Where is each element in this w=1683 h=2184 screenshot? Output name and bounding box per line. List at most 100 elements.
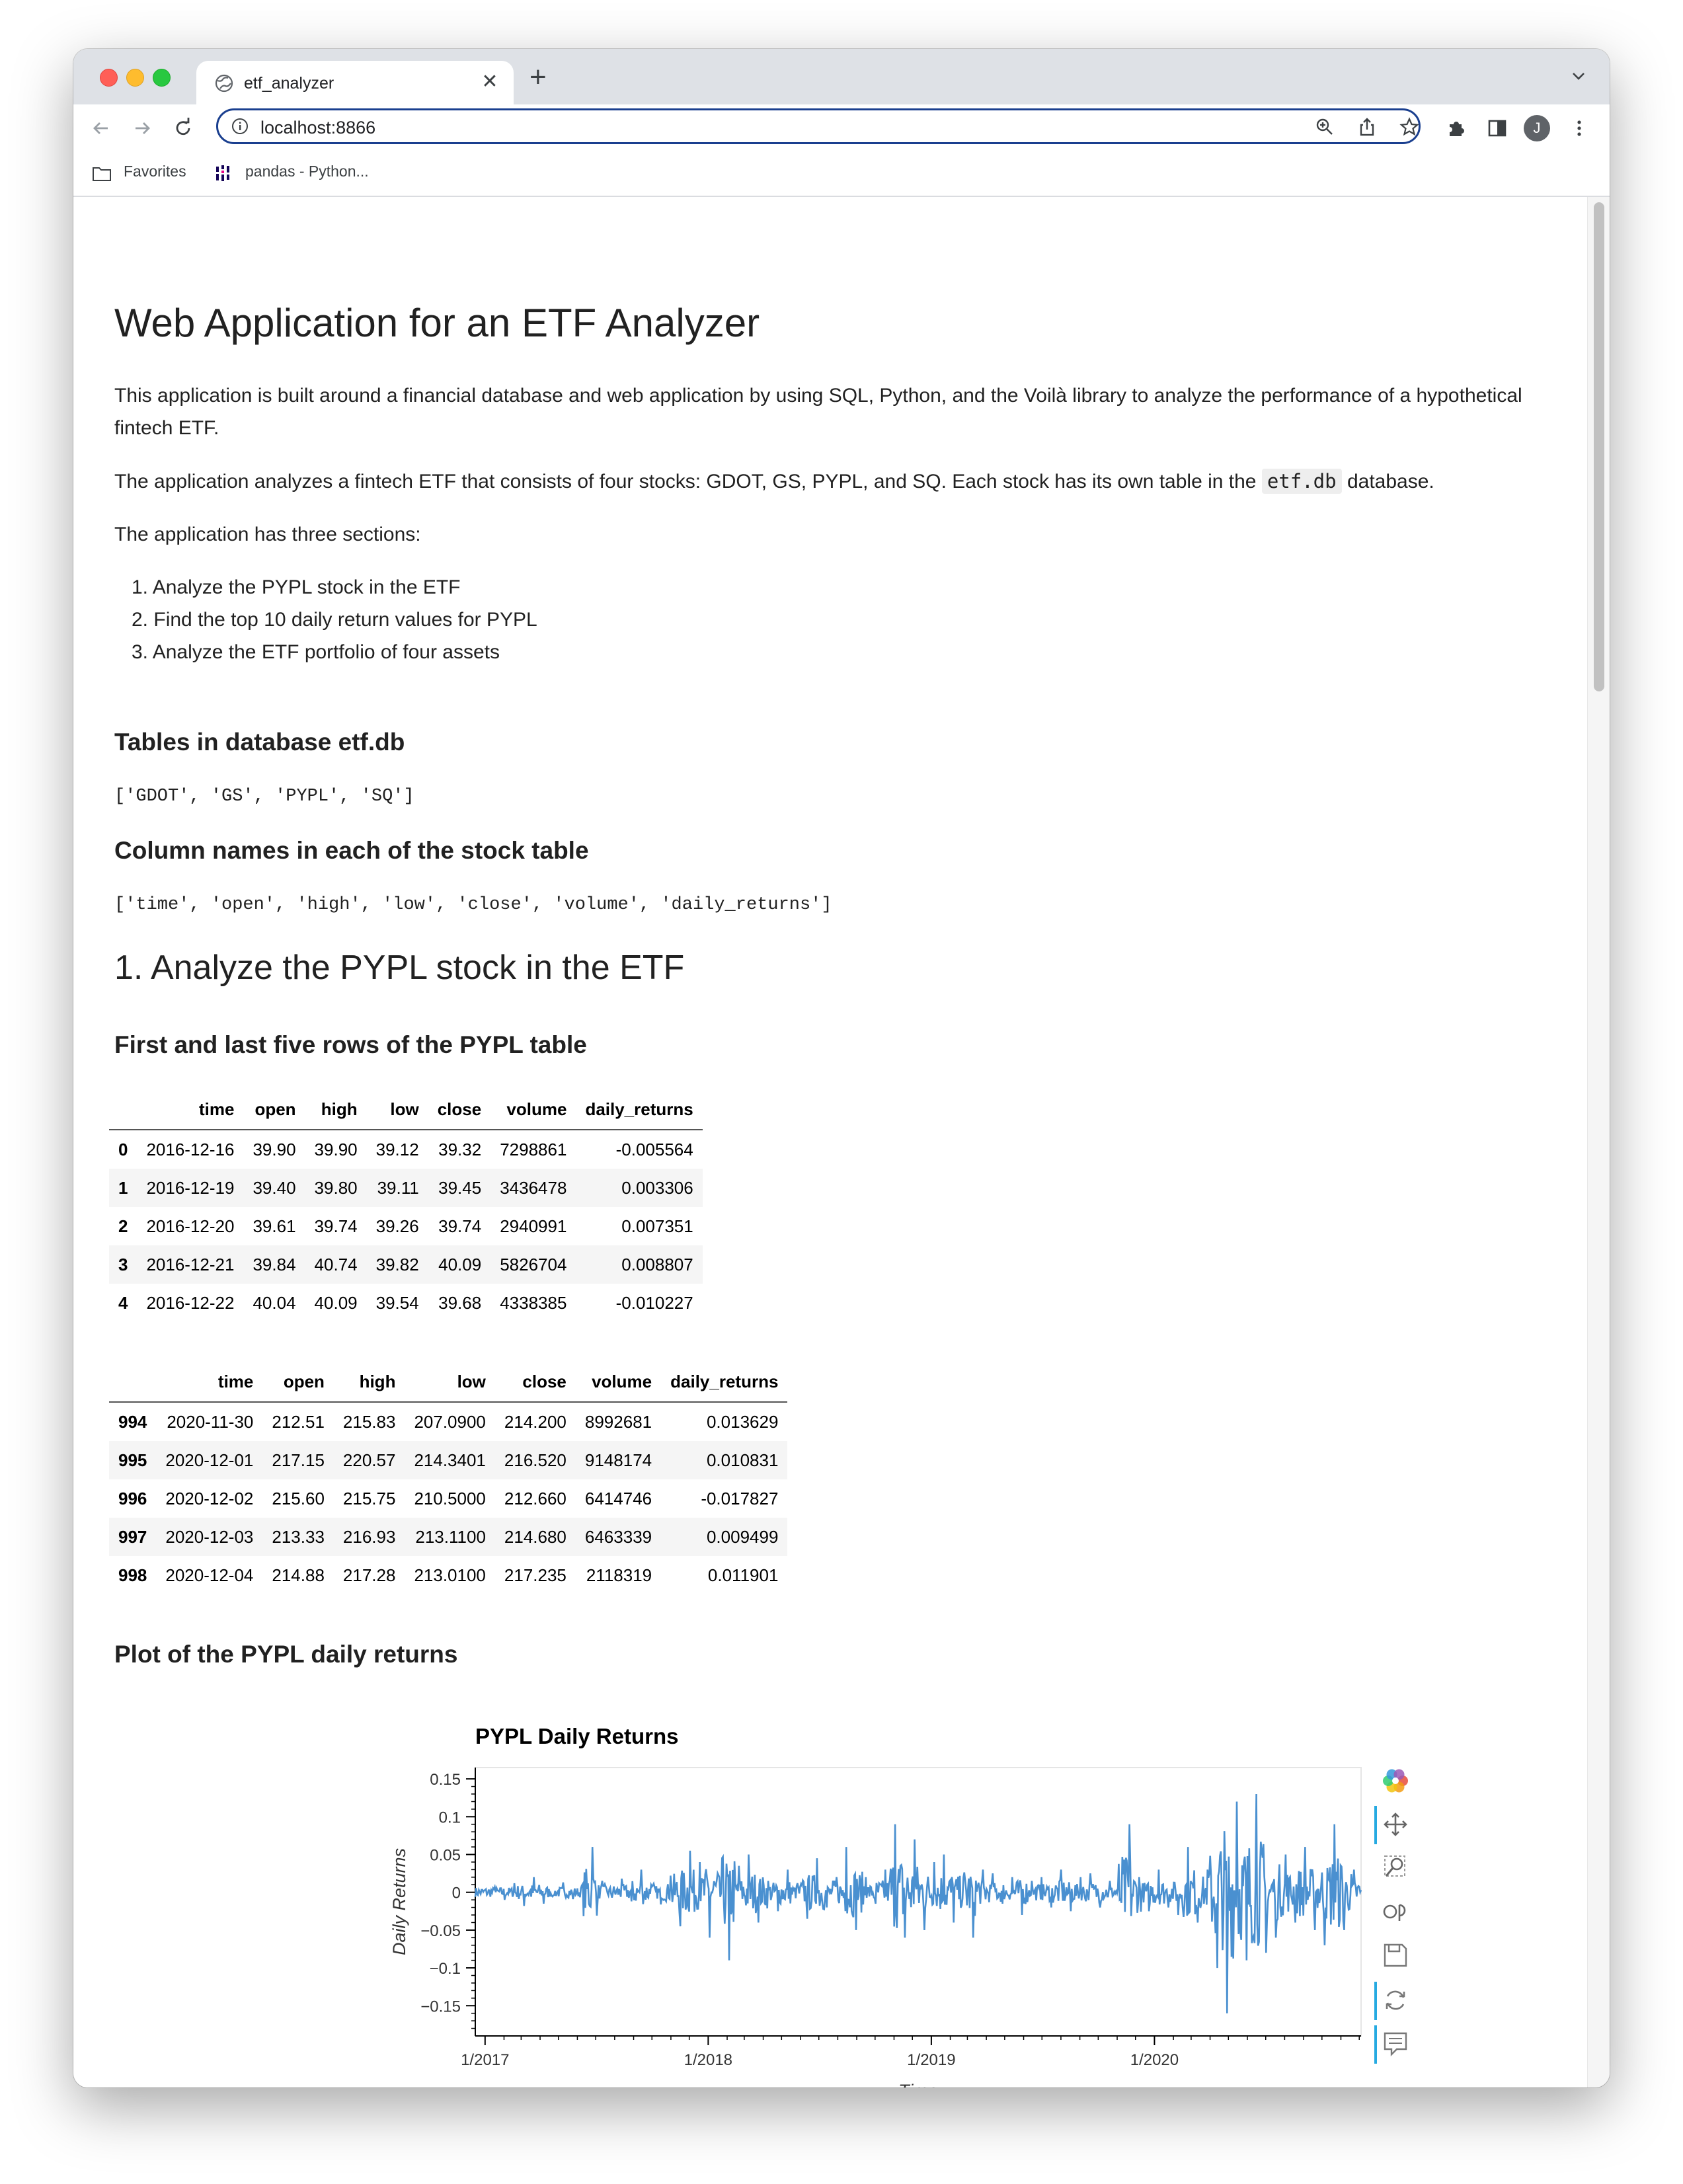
side-panel-icon[interactable] [1484,115,1510,141]
minimize-window-button[interactable] [126,69,144,87]
table-cell-time: 2020-12-03 [165,1526,254,1547]
extensions-icon[interactable] [1443,115,1469,141]
page-title: Web Application for an ETF Analyzer [114,301,760,345]
table-cell-volume: 3436478 [500,1177,567,1198]
pandas-logo-icon [216,165,229,181]
bookmarks-bar: Favorites pandas - Python... [73,152,1610,197]
bokeh-logo-icon[interactable] [1383,1769,1408,1793]
table-cell-volume: 8992681 [584,1411,652,1432]
row-index: 3 [118,1254,128,1274]
table-cell-daily_returns: -0.010227 [615,1292,693,1313]
voila-page: Web Application for an ETF Analyzer This… [73,197,1587,2087]
table-cell-volume: 2940991 [500,1216,567,1236]
table-cell-open: 214.88 [272,1565,325,1585]
maximize-window-button[interactable] [153,69,171,87]
plot-heading: Plot of the PYPL daily returns [114,1641,458,1668]
table-cell-close: 212.660 [504,1488,567,1508]
column-header-high: high [305,1089,367,1130]
row-index: 995 [118,1450,147,1470]
share-icon[interactable] [1356,116,1378,137]
box-zoom-icon[interactable] [1384,1855,1405,1877]
table-cell-time: 2020-11-30 [167,1411,254,1432]
bookmark-favorites[interactable]: Favorites [124,163,186,180]
table-cell-close: 39.32 [438,1139,482,1159]
hover-icon[interactable] [1384,2032,1407,2056]
y-tick-label: 0.05 [430,1847,461,1865]
table-cell-volume: 6463339 [584,1526,652,1547]
section1-heading: 1. Analyze the PYPL stock in the ETF [114,949,685,987]
wheel-zoom-icon[interactable] [1383,1904,1406,1921]
url-text[interactable]: localhost:8866 [260,118,376,137]
table-cell-daily_returns: 0.008807 [621,1254,693,1274]
table-cell-volume: 6414746 [584,1488,652,1508]
new-tab-button[interactable]: + [529,61,547,93]
bookmark-pandas[interactable]: pandas - Python... [245,163,369,180]
table-cell-high: 39.80 [314,1177,358,1198]
table-cell-time: 2016-12-20 [146,1216,235,1236]
table-cell-open: 212.51 [272,1411,325,1432]
info-icon[interactable] [231,118,249,135]
list-text: Find the top 10 daily return values for … [153,609,537,631]
table-row: 997 2020-12-03 213.33 216.93 213.1100 214.680… [109,1518,788,1556]
reload-icon[interactable] [170,115,196,141]
intro-paragraph: This application is built around a finan… [114,385,1522,439]
table-cell-close: 40.09 [438,1254,482,1274]
profile-avatar[interactable]: J [1524,115,1550,141]
scrollbar[interactable] [1587,197,1610,2087]
table-cell-volume: 4338385 [500,1292,567,1313]
table-cell-low: 207.0900 [414,1411,486,1432]
tables-list-output: ['GDOT', 'GS', 'PYPL', 'SQ'] [114,787,414,806]
index-header [109,1362,157,1403]
reset-icon[interactable] [1386,1990,1405,2010]
table-header-row: time open high low close volume daily_returns [109,1089,703,1130]
table-cell-low: 213.0100 [414,1565,486,1585]
back-arrow-icon[interactable] [88,115,114,141]
address-bar[interactable]: localhost:8866 [216,108,1421,144]
table-cell-close: 216.520 [504,1450,567,1470]
etf-description: The application analyzes a fintech ETF t… [114,465,1555,498]
row-index: 2 [118,1216,128,1236]
columns-list-output: ['time', 'open', 'high', 'low', 'close',… [114,895,832,915]
y-tick-label: −0.15 [420,1998,461,2015]
pypl-daily-returns-chart[interactable]: PYPL Daily Returns 0.15 0.1 0.05 0 −0.05 −0.1 −… [377,1704,1409,2087]
table-row: 2 2016-12-20 39.61 39.74 39.26 39.74 2940991 0.… [109,1207,703,1245]
table-cell-time: 2016-12-22 [146,1292,235,1313]
daily-returns-line [474,1793,1362,2013]
table-cell-low: 39.26 [375,1216,419,1236]
table-cell-time: 2016-12-19 [146,1177,235,1198]
table-cell-low: 39.12 [375,1139,419,1159]
table-cell-high: 215.83 [342,1411,396,1432]
list-text: Analyze the PYPL stock in the ETF [152,576,461,598]
tables-heading: Tables in database etf.db [114,728,405,756]
etf-db-code: etf.db [1261,469,1342,494]
table-cell-daily_returns: 0.009499 [706,1526,779,1547]
active-tool-indicator [1374,2025,1377,2064]
column-header-open: open [243,1089,305,1130]
table-cell-open: 39.84 [253,1254,296,1274]
chevron-down-icon[interactable] [1569,66,1588,86]
table-cell-volume: 5826704 [500,1254,567,1274]
save-icon[interactable] [1384,1943,1407,1967]
x-tick-label: 1/2018 [684,2051,732,2069]
table-row: 0 2016-12-16 39.90 39.90 39.12 39.32 7298861 -0… [109,1130,703,1169]
bookmark-star-icon[interactable] [1399,116,1420,137]
table-cell-low: 39.11 [377,1177,419,1198]
table-row: 4 2016-12-22 40.04 40.09 39.54 39.68 4338385 -0… [109,1284,703,1322]
scrollbar-thumb[interactable] [1594,202,1604,691]
table-cell-time: 2016-12-21 [146,1254,235,1274]
globe-icon [215,74,233,93]
folder-icon [93,167,111,181]
table-cell-high: 220.57 [342,1450,396,1470]
table-cell-time: 2020-12-01 [165,1450,254,1470]
zoom-icon[interactable] [1314,116,1335,137]
tab-etf-analyzer[interactable]: etf_analyzer ✕ [196,61,514,104]
table-cell-volume: 9148174 [584,1450,652,1470]
close-tab-icon[interactable]: ✕ [481,71,498,93]
forward-arrow-icon[interactable] [129,115,155,141]
row-index: 0 [118,1139,128,1159]
kebab-menu-icon[interactable] [1566,115,1592,141]
pan-icon[interactable] [1384,1813,1407,1836]
row-index: 998 [118,1565,147,1585]
column-header-close: close [428,1089,491,1130]
close-window-button[interactable] [100,69,118,87]
